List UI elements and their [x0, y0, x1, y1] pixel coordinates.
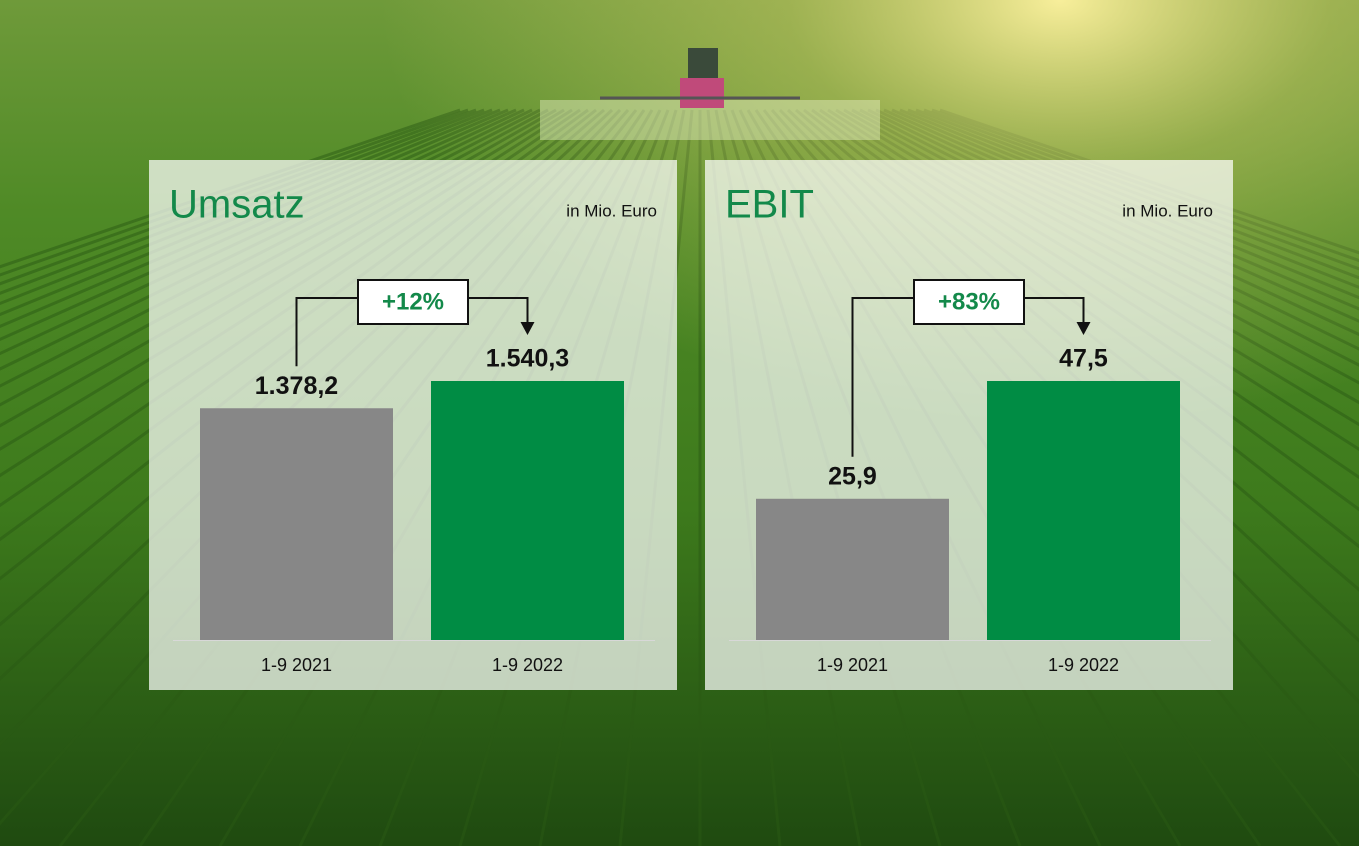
x-tick-label: 1-9 2021	[261, 655, 332, 675]
x-tick-label: 1-9 2022	[1048, 655, 1119, 675]
bar	[756, 499, 949, 640]
annotation: +12%	[382, 288, 444, 315]
x-tick-label: 1-9 2021	[817, 655, 888, 675]
x-tick-label: 1-9 2022	[492, 655, 563, 675]
chart-subtitle: in Mio. Euro	[566, 201, 657, 220]
bar	[200, 408, 393, 640]
value-label: 1.378,2	[255, 372, 338, 400]
chart-title: Umsatz	[169, 183, 305, 227]
bar	[431, 381, 624, 640]
value-label: 1.540,3	[486, 345, 569, 373]
slide: Umsatz in Mio. Euro 1.378,2 1-9 2021 1.540,3…	[0, 0, 1359, 846]
value-label: 47,5	[1059, 345, 1108, 373]
annotation: +83%	[938, 288, 1000, 315]
value-label: 25,9	[828, 462, 877, 490]
page: Umsatz in Mio. Euro 1.378,2 1-9 2021 1.540,3…	[0, 0, 1359, 846]
chart-title: EBIT	[725, 183, 814, 227]
bar	[987, 381, 1180, 640]
chart-subtitle: in Mio. Euro	[1122, 201, 1213, 220]
